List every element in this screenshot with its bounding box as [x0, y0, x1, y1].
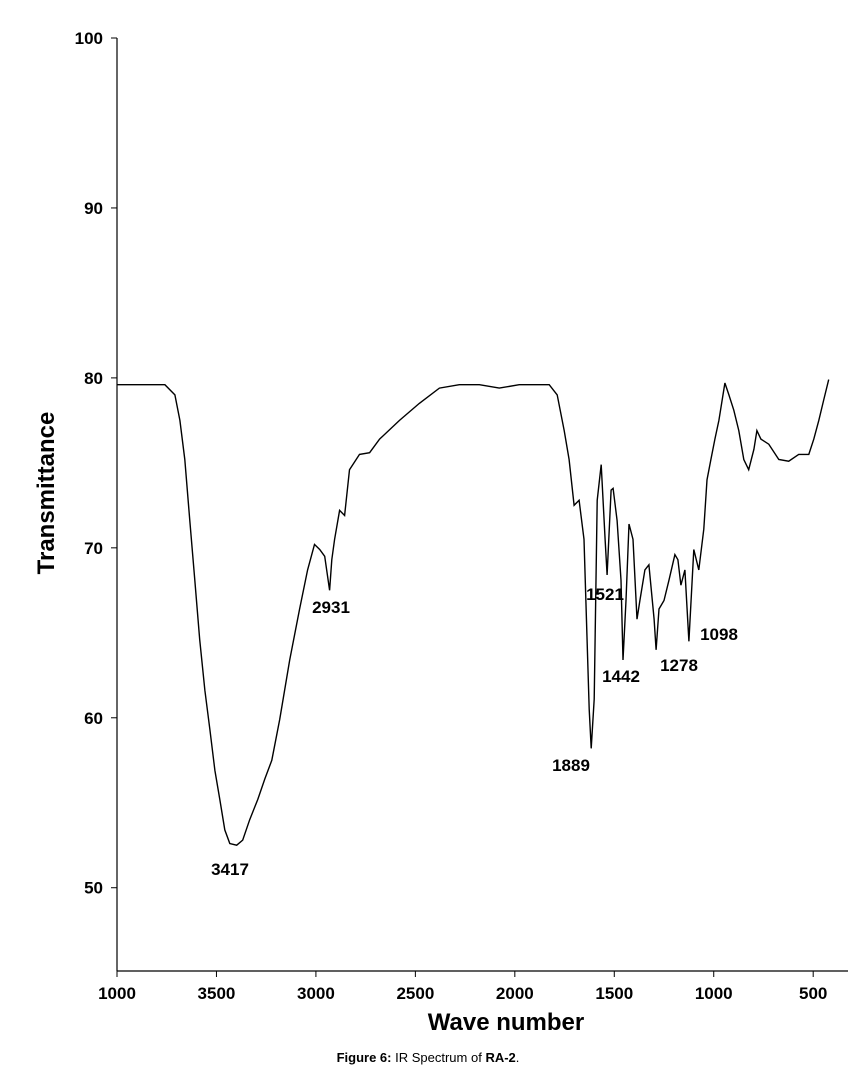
caption-end: . [515, 1050, 520, 1065]
x-tick-label: 500 [799, 984, 827, 1003]
x-tick-label: 2000 [496, 984, 534, 1003]
y-tick-label: 90 [84, 199, 103, 218]
chart: Wave number Transmittance 50 60 70 80 90 100 1… [33, 29, 848, 1036]
y-tick-label: 70 [84, 539, 103, 558]
spectrum-line [117, 379, 830, 846]
caption: Figure 6: IR Spectrum of RA-2. [0, 1050, 856, 1065]
peak-label: 1098 [700, 625, 738, 644]
peak-label: 1889 [552, 756, 590, 775]
y-tick-label: 100 [75, 29, 103, 48]
x-tick-label: 1500 [595, 984, 633, 1003]
peak-label: 1521 [586, 585, 624, 604]
peak-label: 1442 [602, 667, 640, 686]
caption-label: Figure 6: [336, 1050, 392, 1065]
y-tick-label: 50 [84, 879, 103, 898]
caption-name: RA-2 [485, 1050, 516, 1065]
x-axis-title: Wave number [428, 1009, 584, 1036]
caption-text: IR Spectrum of [395, 1050, 482, 1065]
y-axis-title: Transmittance [33, 412, 60, 575]
peak-label: 2931 [312, 598, 350, 617]
peak-label: 3417 [211, 860, 249, 879]
x-tick-label: 1000 [98, 984, 136, 1003]
x-tick-label: 3000 [297, 984, 335, 1003]
y-tick-label: 80 [84, 369, 103, 388]
peak-label: 1278 [660, 656, 698, 675]
x-tick-label: 1000 [695, 984, 733, 1003]
y-tick-label: 60 [84, 709, 103, 728]
x-tick-label: 2500 [396, 984, 434, 1003]
x-tick-label: 3500 [198, 984, 236, 1003]
